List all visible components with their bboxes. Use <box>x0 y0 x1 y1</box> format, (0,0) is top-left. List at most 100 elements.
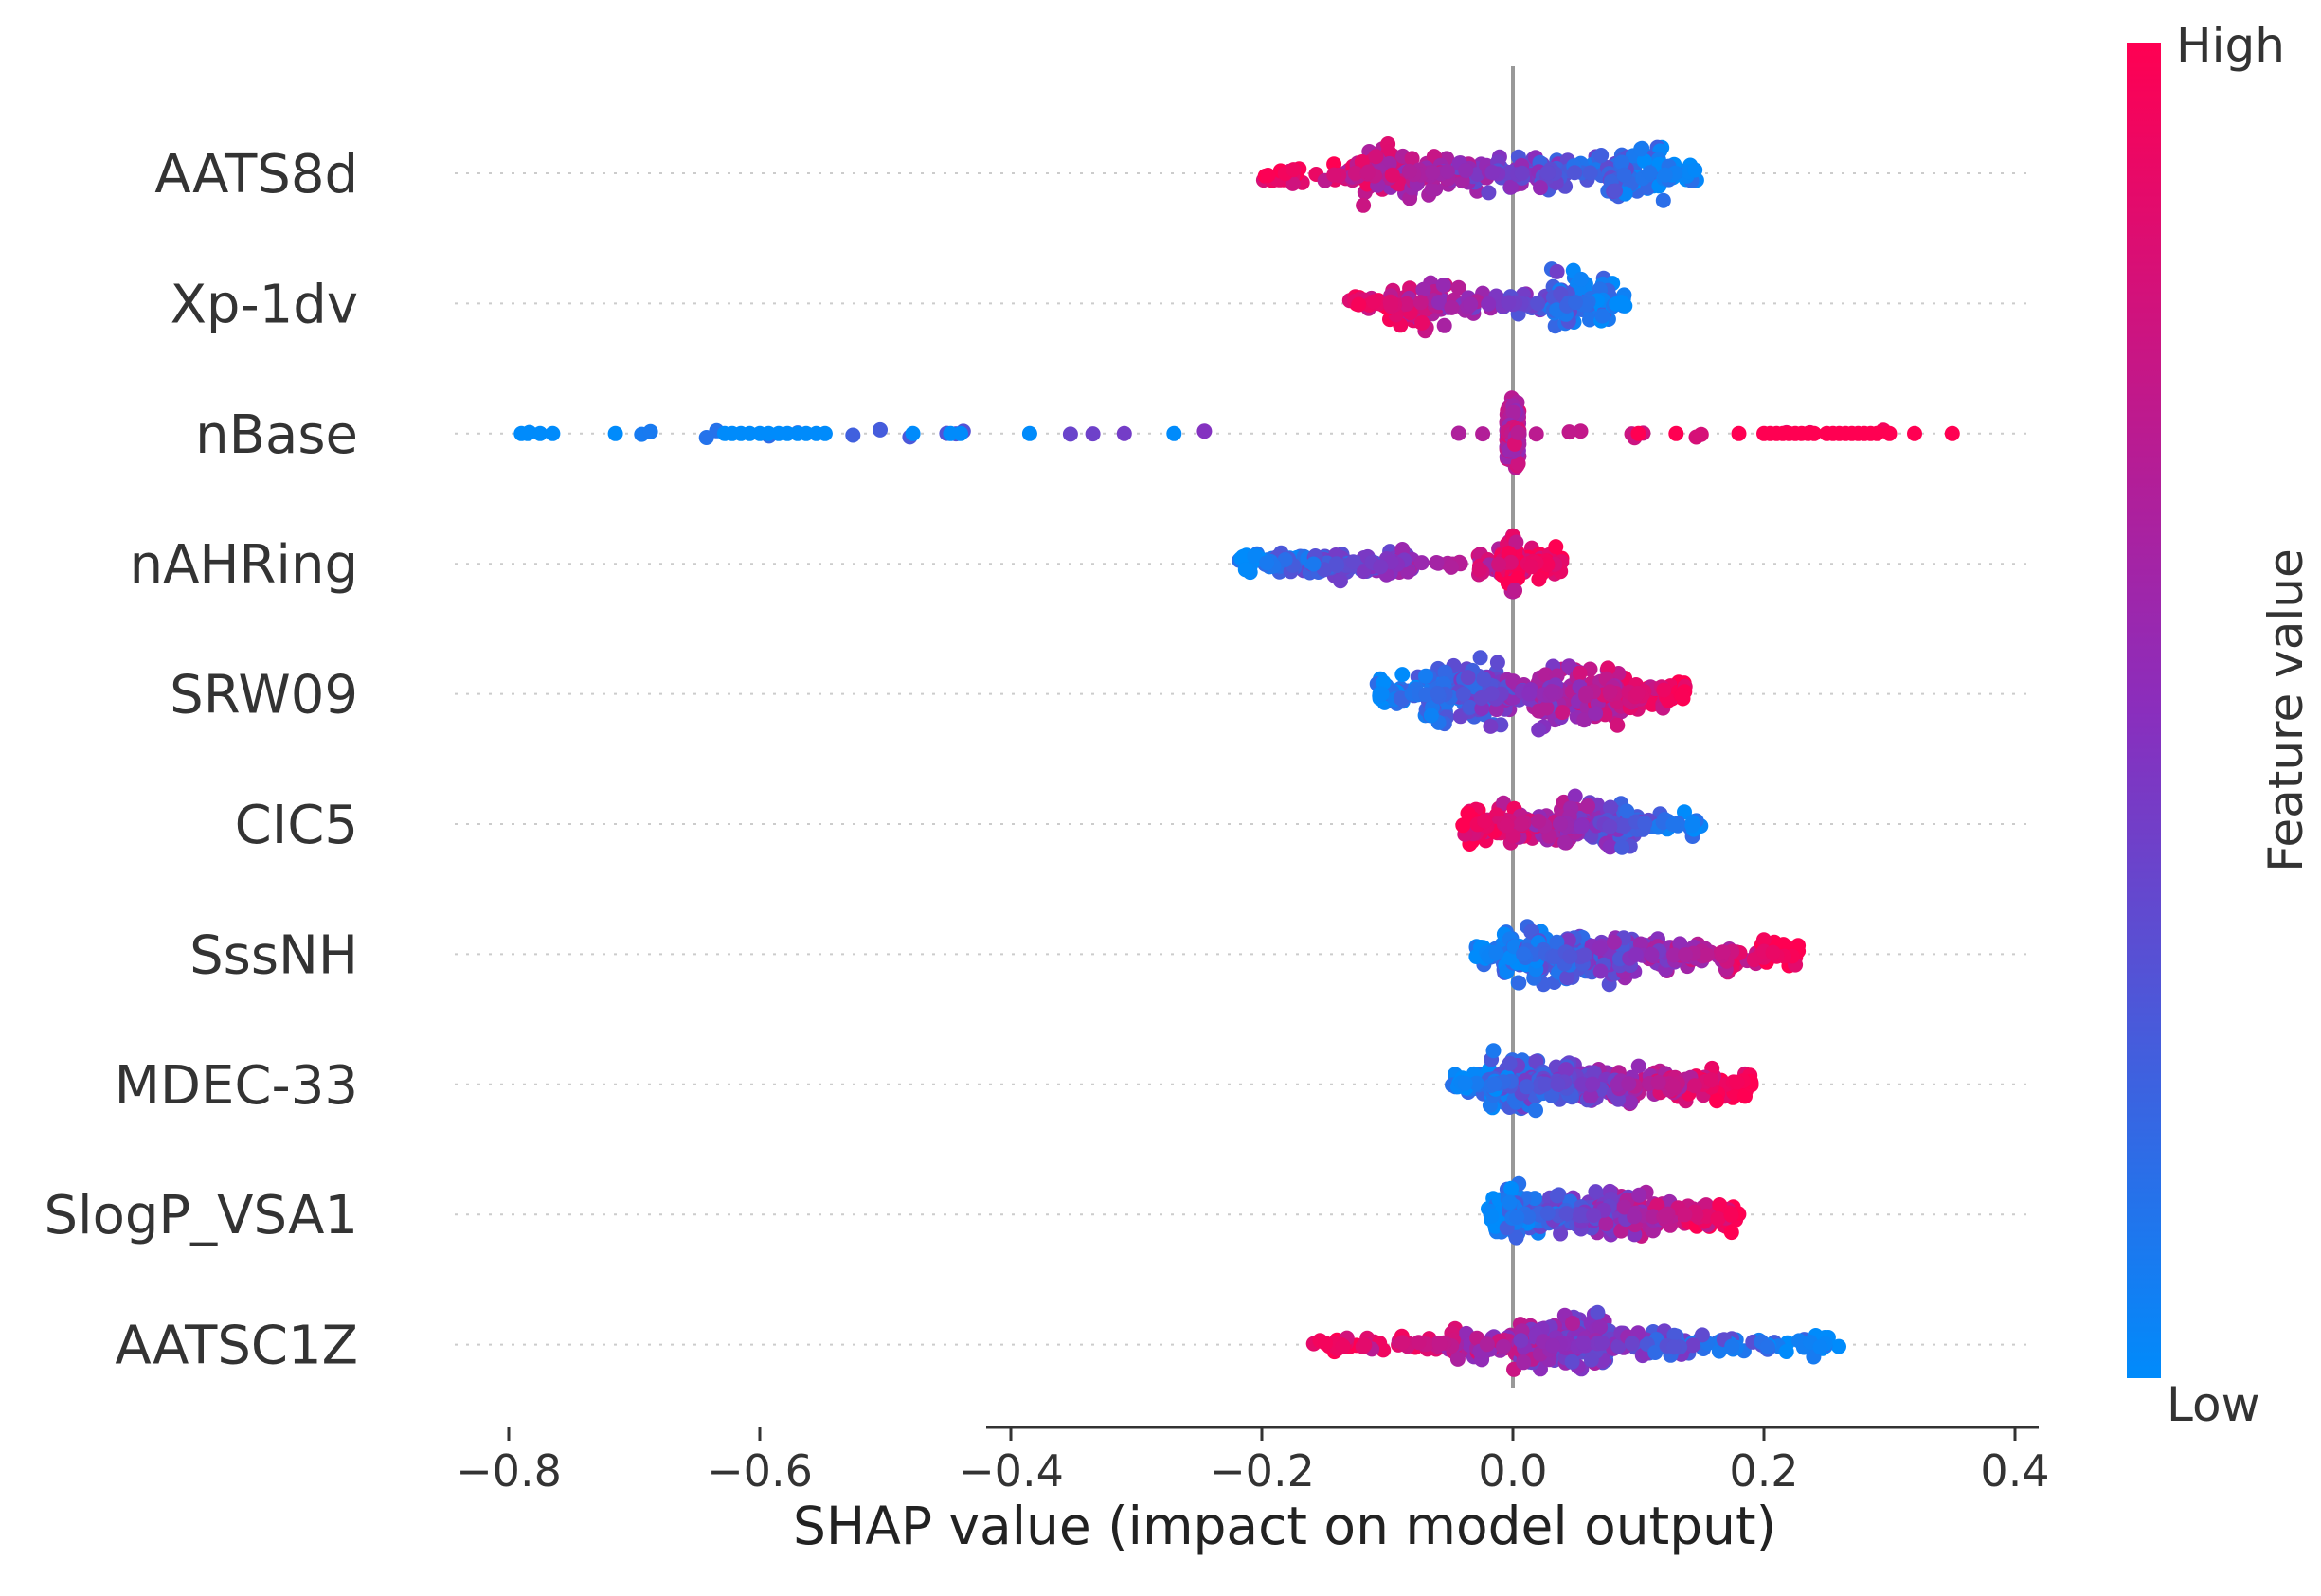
shap-point <box>1335 1338 1351 1354</box>
x-tick-label: −0.4 <box>958 1445 1064 1497</box>
shap-point <box>1423 708 1439 724</box>
shap-point <box>1549 263 1565 279</box>
shap-point <box>1436 317 1452 333</box>
shap-point <box>1491 556 1507 572</box>
shap-point <box>1831 1338 1846 1354</box>
shap-point <box>1166 425 1182 441</box>
shap-point <box>1778 1344 1794 1359</box>
shap-point <box>1545 1337 1561 1354</box>
shap-point <box>1479 1336 1495 1353</box>
shap-point <box>1468 1075 1484 1091</box>
shap-point <box>1699 947 1715 963</box>
shap-point <box>1475 426 1491 442</box>
shap-point <box>1513 816 1529 833</box>
shap-point <box>1631 1187 1647 1203</box>
shap-point <box>1510 424 1526 440</box>
shap-point <box>1476 671 1492 687</box>
shap-point <box>1586 1065 1602 1081</box>
shap-point <box>1539 1205 1556 1221</box>
shap-point <box>1404 151 1420 167</box>
shap-point <box>642 423 658 439</box>
shap-point <box>1085 426 1101 442</box>
x-axis-label: SHAP value (impact on model output) <box>793 1496 1776 1556</box>
shap-point <box>1557 834 1573 851</box>
shap-point <box>1598 1216 1614 1231</box>
shap-point <box>1624 1336 1640 1352</box>
shap-point <box>1592 941 1608 957</box>
shap-point <box>1580 798 1595 814</box>
shap-point <box>1328 556 1344 572</box>
shap-point <box>1807 425 1822 441</box>
shap-point <box>1687 162 1703 178</box>
shap-point <box>1062 426 1078 442</box>
feature-label: SRW09 <box>170 665 358 726</box>
shap-point <box>1567 788 1583 804</box>
feature-labels: AATS8d Xp-1dv nBase nAHRing SRW09 CIC5 SssNH MD… <box>44 144 358 1377</box>
shap-point <box>1614 839 1630 855</box>
shap-point <box>1558 1062 1574 1078</box>
shap-point <box>545 425 561 441</box>
shap-points <box>513 136 1960 1377</box>
shap-point <box>1549 1188 1565 1204</box>
shap-point <box>1549 934 1565 950</box>
shap-point <box>1619 803 1635 819</box>
shap-point <box>1414 314 1430 331</box>
shap-point <box>1484 165 1501 180</box>
shap-point <box>1502 1055 1518 1071</box>
shap-point <box>1592 963 1609 979</box>
shap-point <box>1326 167 1342 183</box>
shap-point <box>1463 296 1479 313</box>
feature-label: nBase <box>195 404 358 466</box>
feature-label: SssNH <box>189 924 358 986</box>
shap-point <box>1560 932 1576 948</box>
shap-point <box>1658 1207 1674 1223</box>
shap-point <box>1368 149 1384 165</box>
shap-point <box>1235 548 1251 565</box>
shap-point <box>1460 805 1476 821</box>
shap-point <box>1550 1076 1566 1092</box>
shap-point <box>1755 932 1772 948</box>
shap-point <box>1737 1088 1753 1104</box>
shap-point <box>1516 1354 1532 1371</box>
shap-point <box>1666 947 1682 963</box>
shap-point <box>1731 425 1747 441</box>
shap-point <box>817 425 833 441</box>
shap-point <box>1398 296 1414 312</box>
shap-point <box>1437 664 1453 680</box>
shap-point <box>1021 425 1037 441</box>
shap-point <box>1564 1354 1580 1370</box>
feature-gridlines <box>455 172 2027 1346</box>
shap-point <box>1665 816 1682 833</box>
shap-point <box>1374 686 1390 702</box>
shap-point <box>1617 297 1633 314</box>
colorbar-high-label: High <box>2176 18 2285 73</box>
shap-point <box>1415 282 1431 297</box>
shap-point <box>1610 1338 1627 1354</box>
shap-point <box>1345 554 1361 570</box>
shap-point <box>1531 722 1547 738</box>
shap-point <box>1486 1076 1502 1092</box>
shap-point <box>1602 684 1618 700</box>
shap-point <box>953 425 968 441</box>
colorbar-title: Feature value <box>2258 548 2313 871</box>
shap-point <box>1539 165 1556 181</box>
shap-point <box>1472 650 1488 666</box>
shap-point <box>1484 686 1500 702</box>
shap-point <box>1573 423 1589 439</box>
shap-point <box>1636 152 1652 169</box>
shap-point <box>1699 1197 1714 1213</box>
shap-point <box>1647 1345 1664 1360</box>
x-tick-label: 0.0 <box>1478 1445 1547 1497</box>
shap-point <box>1508 534 1524 550</box>
feature-label: SlogP_VSA1 <box>44 1185 358 1246</box>
shap-point <box>1568 295 1583 311</box>
shap-point <box>1628 947 1644 962</box>
shap-point <box>1665 1078 1682 1094</box>
shap-point <box>1450 279 1466 296</box>
shap-point <box>1394 1335 1411 1351</box>
shap-point <box>1578 688 1594 704</box>
shap-point <box>1576 947 1592 963</box>
feature-label: MDEC-33 <box>115 1055 358 1117</box>
shap-point <box>1484 1209 1500 1224</box>
shap-point <box>1724 1338 1740 1354</box>
